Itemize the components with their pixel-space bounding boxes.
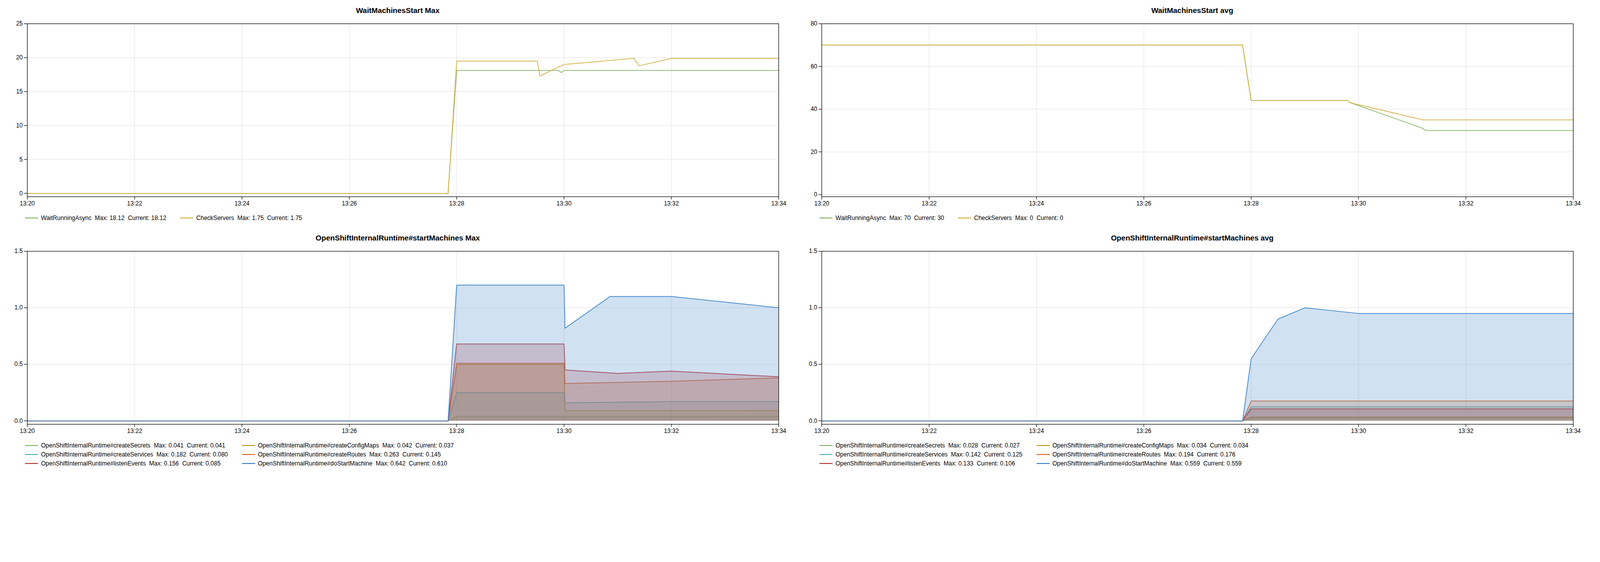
html-text:OpenShiftInternalRuntime#creat: OpenShiftInternalRuntime#createServices … — [41, 451, 228, 459]
html-text:OpenShiftInternalRuntime#liste: OpenShiftInternalRuntime#listenEvents Ma… — [41, 460, 221, 468]
svg-text:13:22: 13:22 — [921, 427, 937, 435]
svg-text:0.5: 0.5 — [809, 360, 818, 368]
svg-text:13:30: 13:30 — [556, 200, 572, 208]
svg-text:13:22: 13:22 — [127, 200, 143, 208]
svg-text:13:34: 13:34 — [770, 200, 786, 208]
svg-text:0.5: 0.5 — [14, 360, 24, 368]
html-text:OpenShiftInternalRuntime#doSta: OpenShiftInternalRuntime#doStartMachine … — [257, 460, 448, 468]
svg-text:13:28: 13:28 — [449, 200, 465, 208]
svg-text:13:34: 13:34 — [770, 427, 786, 435]
svg-text:13:22: 13:22 — [127, 427, 143, 435]
html-text:OpenShiftInternalRuntime#liste: OpenShiftInternalRuntime#listenEvents Ma… — [835, 460, 1016, 468]
svg-text:13:26: 13:26 — [341, 427, 357, 435]
svg-text:0.0: 0.0 — [809, 417, 818, 425]
html-text:WaitRunningAsync Max: 18.12 Cu: WaitRunningAsync Max: 18.12 Current: 18.… — [41, 214, 167, 222]
svg-text:60: 60 — [810, 63, 818, 71]
svg-text:13:30: 13:30 — [556, 427, 572, 435]
svg-text:80: 80 — [810, 20, 818, 28]
svg-text:13:28: 13:28 — [1243, 427, 1259, 435]
svg-text:13:24: 13:24 — [234, 427, 250, 435]
svg-text:13:24: 13:24 — [1029, 200, 1045, 208]
svg-text:13:28: 13:28 — [1243, 200, 1259, 208]
svg-text:1.0: 1.0 — [809, 304, 818, 312]
svg-text:0: 0 — [814, 191, 818, 199]
svg-text:13:32: 13:32 — [1458, 427, 1474, 435]
svg-text:13:34: 13:34 — [1565, 200, 1581, 208]
html-text:OpenShiftInternalRuntime#doSta: OpenShiftInternalRuntime#doStartMachine … — [1052, 460, 1242, 468]
svg-text:13:34: 13:34 — [1565, 427, 1581, 435]
html-text:OpenShiftInternalRuntime#creat: OpenShiftInternalRuntime#createSecrets M… — [835, 442, 1020, 450]
svg-text:1.5: 1.5 — [14, 247, 24, 255]
svg-text:0.0: 0.0 — [14, 417, 24, 425]
svg-text:1.0: 1.0 — [14, 304, 24, 312]
html-text:OpenShiftInternalRuntime#creat: OpenShiftInternalRuntime#createConfigMap… — [1052, 442, 1249, 450]
svg-text:13:20: 13:20 — [19, 200, 35, 208]
svg-text:5: 5 — [19, 156, 24, 164]
svg-text:13:26: 13:26 — [1136, 200, 1152, 208]
html-text:OpenShiftInternalRuntime#creat: OpenShiftInternalRuntime#createRoutes Ma… — [1052, 451, 1236, 459]
html-text:OpenShiftInternalRuntime#start: OpenShiftInternalRuntime#startMachines a… — [1110, 233, 1274, 243]
html-text:WaitRunningAsync Max: 70 Curre: WaitRunningAsync Max: 70 Current: 30 — [835, 214, 945, 222]
svg-text:13:26: 13:26 — [341, 200, 357, 208]
html-text:OpenShiftInternalRuntime#creat: OpenShiftInternalRuntime#createConfigMap… — [257, 442, 454, 450]
html-text:OpenShiftInternalRuntime#creat: OpenShiftInternalRuntime#createServices … — [835, 451, 1023, 459]
svg-text:1.5: 1.5 — [809, 247, 818, 255]
svg-text:20: 20 — [810, 148, 818, 156]
svg-text:13:32: 13:32 — [663, 427, 679, 435]
svg-text:13:22: 13:22 — [921, 200, 937, 208]
svg-text:40: 40 — [810, 105, 818, 113]
svg-text:13:30: 13:30 — [1350, 200, 1366, 208]
html-text:CheckServers Max: 1.75 Current: CheckServers Max: 1.75 Current: 1.75 — [196, 214, 303, 222]
svg-text:15: 15 — [16, 88, 24, 96]
svg-text:13:20: 13:20 — [814, 200, 830, 208]
html-text:WaitMachinesStart avg: WaitMachinesStart avg — [1151, 6, 1234, 15]
svg-text:13:26: 13:26 — [1136, 427, 1152, 435]
svg-text:13:24: 13:24 — [1029, 427, 1045, 435]
html-text:CheckServers Max: 0 Current: 0: CheckServers Max: 0 Current: 0 — [974, 214, 1064, 222]
svg-text:10: 10 — [16, 122, 24, 130]
svg-text:13:32: 13:32 — [663, 200, 679, 208]
html-text:OpenShiftInternalRuntime#creat: OpenShiftInternalRuntime#createRoutes Ma… — [257, 451, 441, 459]
svg-text:13:32: 13:32 — [1458, 200, 1474, 208]
html-text:WaitMachinesStart Max: WaitMachinesStart Max — [355, 6, 440, 15]
svg-text:13:30: 13:30 — [1350, 427, 1366, 435]
html-text:OpenShiftInternalRuntime#start: OpenShiftInternalRuntime#startMachines M… — [315, 233, 480, 243]
svg-text:13:24: 13:24 — [234, 200, 250, 208]
svg-text:0: 0 — [19, 190, 24, 198]
svg-text:20: 20 — [16, 54, 24, 62]
html-text:OpenShiftInternalRuntime#creat: OpenShiftInternalRuntime#createSecrets M… — [41, 442, 226, 450]
svg-text:13:20: 13:20 — [814, 427, 830, 435]
svg-text:13:28: 13:28 — [449, 427, 465, 435]
svg-text:25: 25 — [16, 20, 24, 28]
svg-text:13:20: 13:20 — [19, 427, 35, 435]
